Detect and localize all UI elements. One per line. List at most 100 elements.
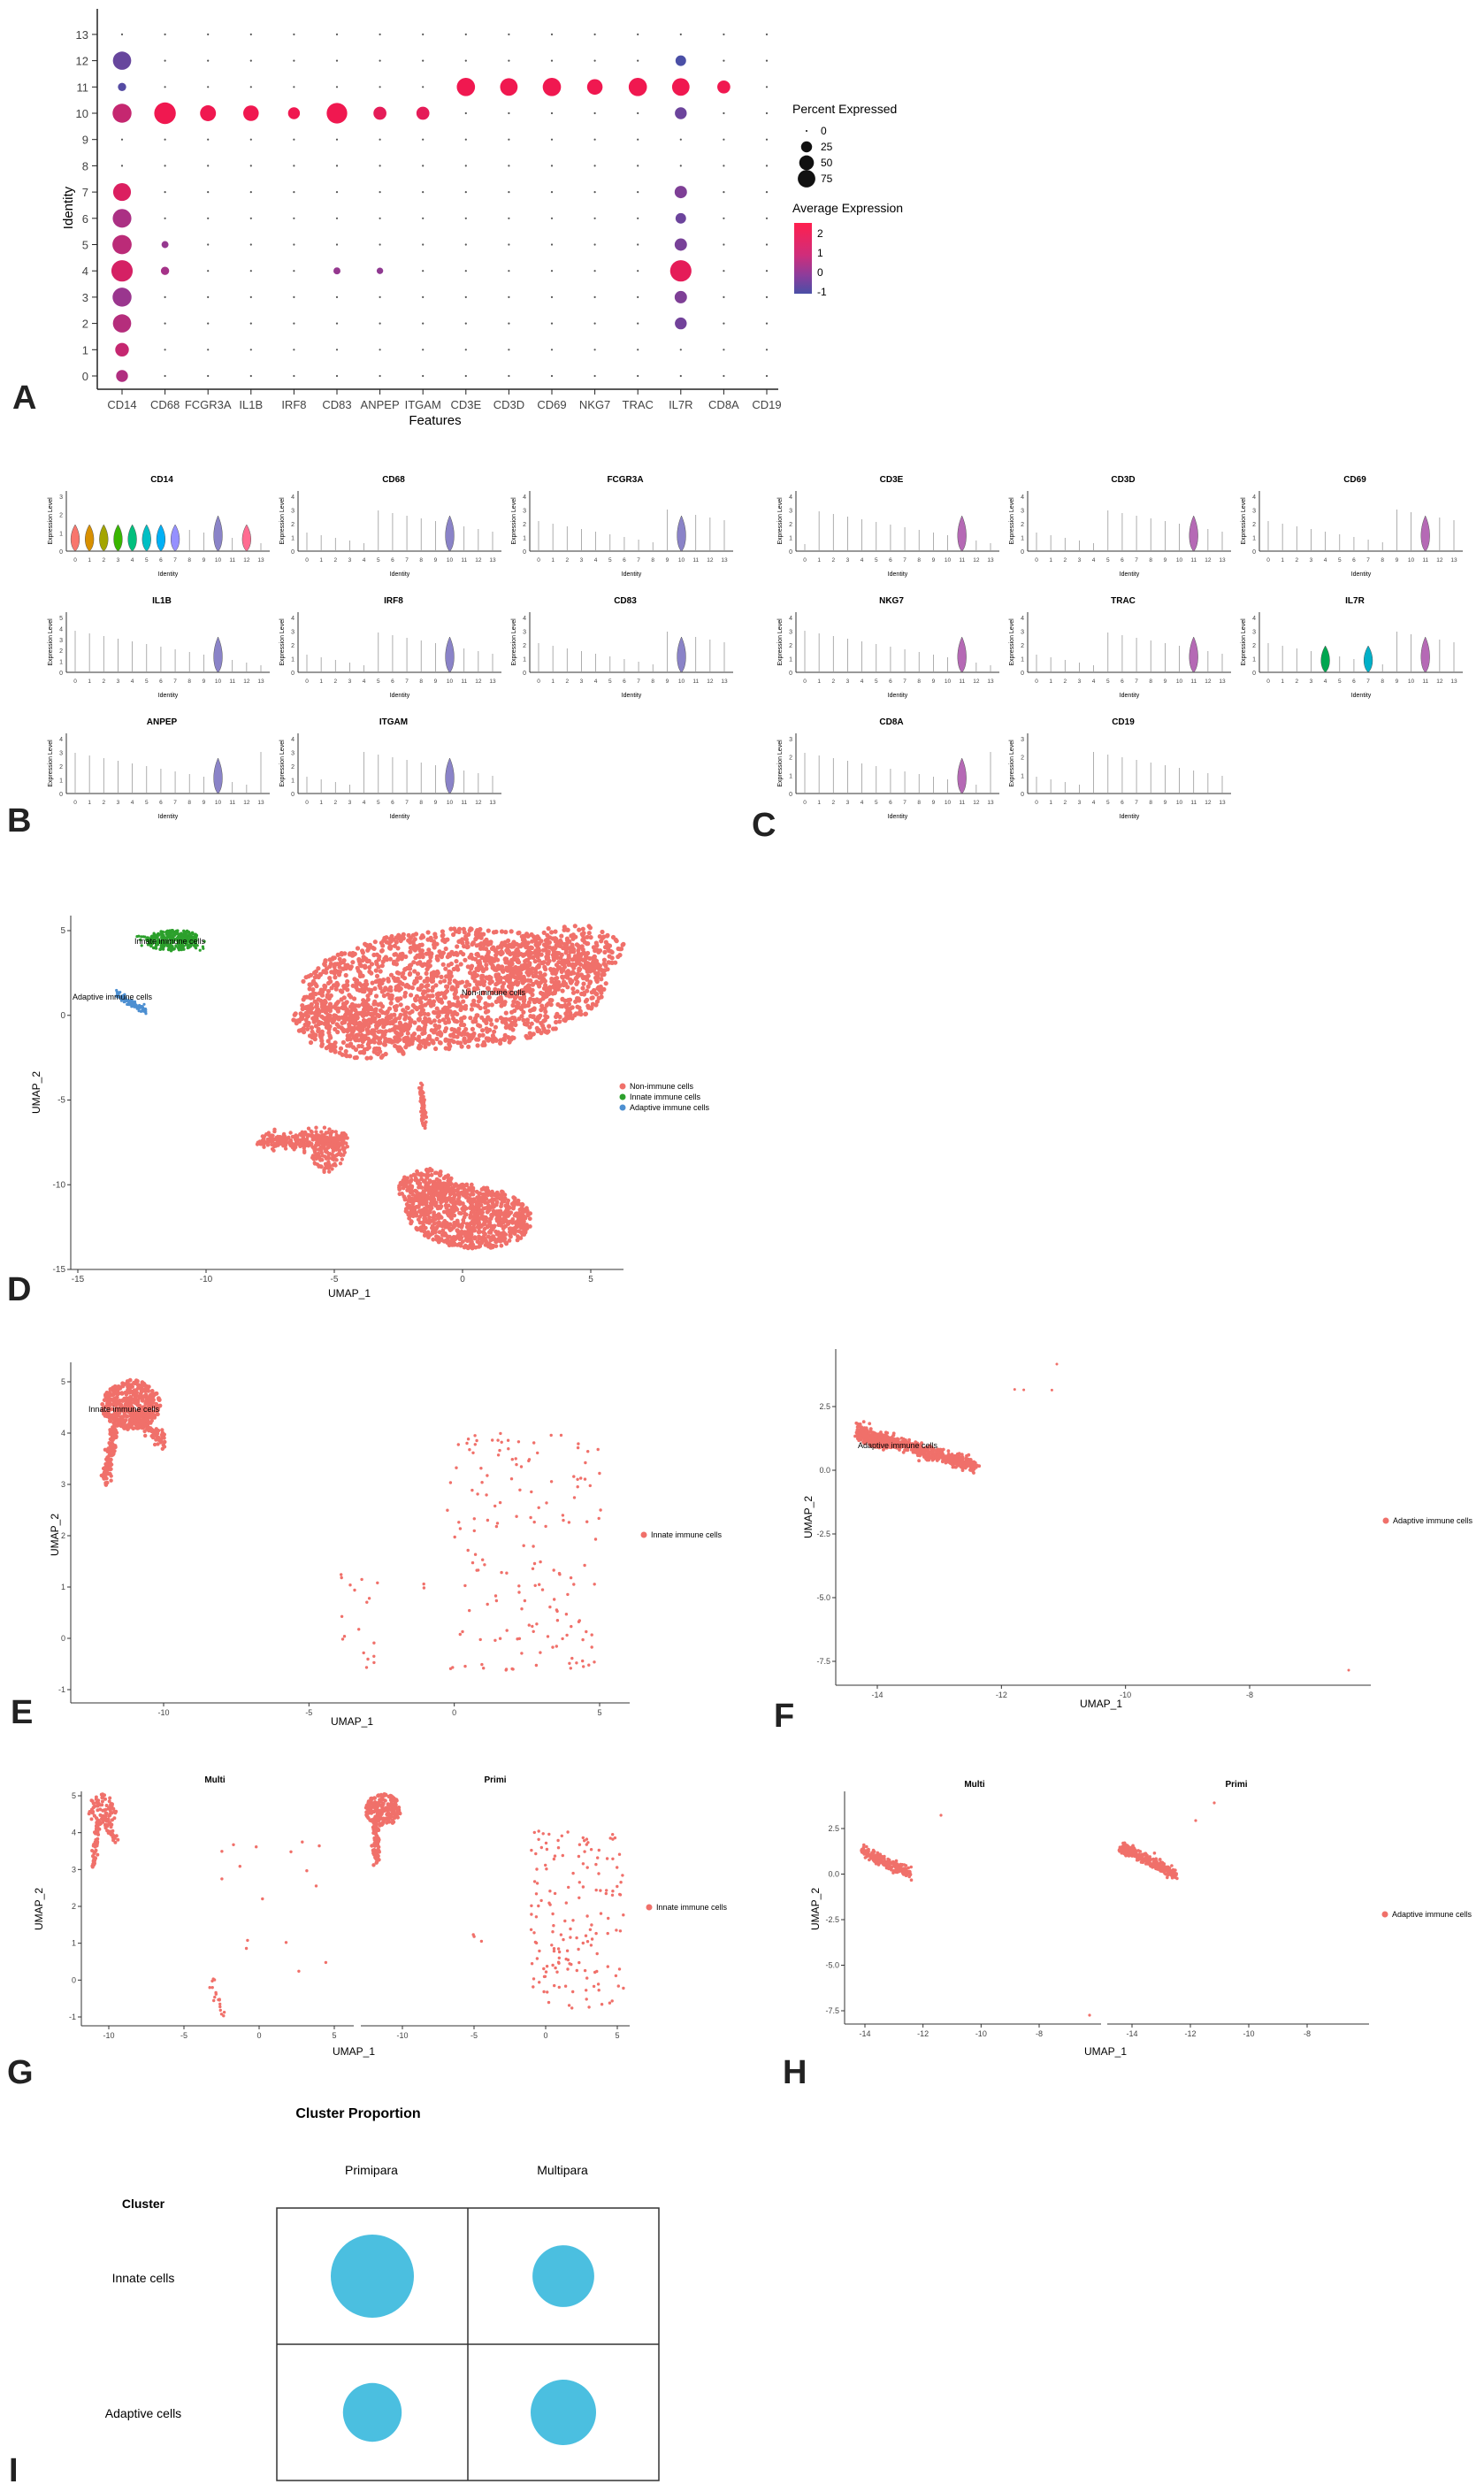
violin-y-label: Expression Level (48, 740, 54, 787)
violin-y-tick: 4 (523, 616, 526, 622)
umap-point (438, 980, 442, 985)
umap-point (440, 975, 444, 979)
violin-x-tick: 3 (1078, 800, 1082, 806)
umap-point (419, 1211, 424, 1215)
violin-x-tick: 0 (803, 557, 807, 564)
umap-point (524, 1223, 528, 1228)
violin-x-tick: 12 (973, 800, 980, 806)
violin-y-tick: 1 (523, 657, 526, 663)
umap-point (408, 972, 412, 977)
umap-point (449, 962, 454, 966)
umap-point (409, 1038, 414, 1042)
dot-irf8-9 (293, 139, 295, 141)
violin-x-tick: 6 (159, 557, 163, 564)
y-tick-label: 9 (82, 134, 88, 147)
umap-point (501, 1231, 506, 1235)
dot-cd19-6 (766, 218, 768, 219)
size-legend-dot (801, 142, 812, 152)
violin-x-tick: 4 (1324, 679, 1327, 685)
violin-x-tick: 1 (88, 557, 91, 564)
violin-shape (958, 758, 967, 794)
umap-point (457, 1211, 462, 1215)
umap-point (491, 946, 495, 950)
violin-x-tick: 11 (692, 557, 699, 564)
umap-point (305, 1142, 309, 1146)
umap-point (329, 970, 333, 974)
dot-cd3e-13 (465, 34, 467, 35)
umap-point (399, 1002, 403, 1007)
umap-point (336, 1146, 340, 1149)
violin-x-tick: 10 (1408, 679, 1415, 685)
umap-point (417, 998, 422, 1002)
umap-point (608, 955, 612, 959)
violin-y-tick: 2 (291, 522, 295, 528)
violin-x-tick: 11 (1422, 679, 1428, 685)
violin-x-tick: 9 (203, 800, 206, 806)
violin-x-tick: 11 (1190, 800, 1197, 806)
umap-point (506, 1208, 510, 1213)
umap-point (595, 962, 600, 966)
umap-point (171, 929, 174, 932)
violin-x-tick: 6 (391, 557, 394, 564)
umap-point (327, 976, 332, 980)
umap-point (313, 1161, 317, 1164)
umap-point (555, 1002, 560, 1007)
umap-point (323, 985, 327, 989)
umap-point (309, 1040, 313, 1045)
dot-cd83-8 (336, 165, 338, 166)
dot-il7r-8 (680, 165, 682, 166)
y-tick-label: -10 (53, 1180, 66, 1190)
umap-point (267, 1131, 271, 1134)
dot-il1b-6 (250, 218, 252, 219)
violin-x-tick: 4 (861, 800, 864, 806)
umap-point (314, 1130, 317, 1133)
violin-y-tick: 2 (59, 513, 63, 519)
dot-cd14-2 (113, 314, 132, 333)
umap-point (327, 1007, 332, 1011)
dot-cd3e-12 (465, 60, 467, 62)
umap-point (319, 1131, 323, 1134)
umap-point (460, 980, 464, 985)
violin-shape (99, 525, 108, 551)
umap-point (395, 996, 400, 1001)
violin-x-tick: 3 (348, 557, 352, 564)
umap-point (340, 1028, 345, 1032)
violin-y-tick: 1 (59, 660, 63, 666)
umap-point (523, 1022, 527, 1026)
umap-point (292, 1147, 295, 1151)
umap-point (573, 935, 578, 939)
violin-title: ITGAM (379, 717, 408, 727)
violin-y-tick: 1 (59, 778, 63, 785)
violin-y-tick: 2 (59, 764, 63, 771)
umap-point (406, 939, 410, 943)
umap-point (477, 1229, 481, 1233)
umap-point (406, 1006, 410, 1010)
umap-point (556, 987, 561, 992)
umap-point (407, 1042, 411, 1047)
umap-point (405, 1206, 409, 1210)
dot-il7r-7 (675, 186, 687, 198)
umap-point (516, 931, 520, 935)
dot-fcgr3a-11 (207, 86, 209, 88)
umap-point (395, 1045, 400, 1049)
panel-a-y-label: Identity (61, 186, 76, 229)
umap-point (503, 930, 508, 934)
violin-y-label: Expression Level (1241, 618, 1247, 666)
umap-point (320, 1158, 324, 1162)
umap-point (560, 997, 564, 1001)
umap-point (481, 1033, 486, 1038)
umap-point (580, 986, 585, 991)
dot-cd83-9 (336, 139, 338, 141)
dot-cd14-3 (112, 288, 131, 306)
umap-point (415, 1227, 419, 1231)
dot-fcgr3a-4 (207, 270, 209, 272)
violin-shape (214, 516, 223, 551)
umap-point (311, 980, 316, 985)
dot-itgam-6 (422, 218, 424, 219)
x-tick-label: ANPEP (361, 398, 400, 411)
umap-point (388, 988, 393, 993)
umap-point (375, 978, 379, 983)
umap-point (464, 1183, 469, 1187)
